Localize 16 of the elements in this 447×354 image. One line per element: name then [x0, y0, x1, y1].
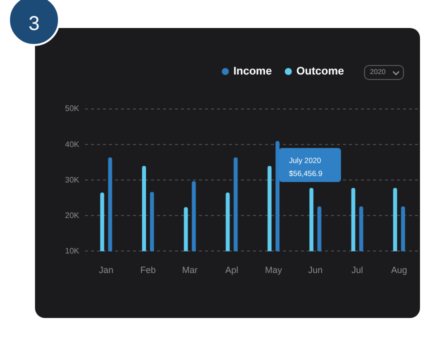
- x-tick-label: Mar: [182, 265, 198, 276]
- legend-label: Income: [233, 66, 272, 78]
- y-tick-label: 50K: [65, 104, 80, 114]
- legend-label: Outcome: [296, 66, 344, 78]
- y-tick-label: 20K: [65, 210, 80, 220]
- y-tick-label: 30K: [65, 175, 80, 184]
- y-tick-label: 40K: [65, 140, 80, 149]
- x-tick-label: Jan: [98, 265, 114, 276]
- x-tick-label: May: [265, 265, 283, 276]
- y-tick-label: 10K: [65, 246, 80, 256]
- x-tick-label: Jul: [351, 265, 363, 276]
- x-tick-label: Jun: [308, 265, 323, 276]
- x-tick-label: Apl: [225, 265, 238, 276]
- x-tick-label: Aug: [391, 265, 408, 276]
- text: 3: [8, 0, 60, 46]
- x-tick-label: Feb: [140, 265, 156, 276]
